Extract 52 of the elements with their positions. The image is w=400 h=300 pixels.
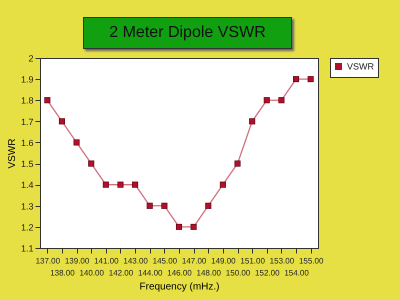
x-tick-label: 149.00	[211, 256, 236, 266]
y-tick-label: 1.7	[20, 116, 34, 127]
point	[176, 224, 182, 230]
y-tick-label: 1.5	[20, 159, 34, 170]
x-tick-label: 155.00	[298, 256, 324, 266]
point	[88, 160, 94, 167]
x-tick-label: 148.00	[196, 268, 222, 278]
point	[161, 202, 168, 209]
x-tick-label: 144.00	[138, 268, 164, 278]
x-tick-label: 151.00	[240, 256, 266, 266]
x-tick-label: 137.00	[36, 256, 61, 266]
point	[190, 224, 197, 230]
point	[220, 182, 226, 188]
chart-title: 2 Meter Dipole VSWR	[83, 17, 292, 49]
point	[117, 182, 124, 188]
point	[44, 97, 50, 104]
x-tick-label: 147.00	[182, 256, 207, 266]
point	[293, 76, 300, 82]
point	[264, 97, 270, 104]
x-tick-label: 153.00	[270, 256, 295, 266]
point	[278, 97, 284, 104]
y-tick-label: 1.1	[20, 244, 34, 254]
y-tick-label: 1.9	[20, 74, 34, 85]
legend-label: VSWR	[347, 62, 374, 72]
y-axis-title: VSWR	[6, 138, 18, 168]
x-tick-label: 145.00	[152, 256, 178, 266]
point	[146, 202, 153, 209]
x-tick-label: 140.00	[79, 268, 104, 278]
point	[102, 182, 109, 188]
point	[308, 76, 314, 82]
x-tick-label: 150.00	[226, 268, 251, 278]
point	[205, 202, 212, 209]
x-axis-title: Frequency (mHz.)	[139, 282, 220, 292]
point	[234, 160, 241, 167]
point	[249, 118, 256, 124]
y-tick-label: 1.4	[20, 180, 34, 190]
y-tick-label: 1.2	[20, 222, 34, 232]
x-tick-label: 142.00	[108, 268, 134, 278]
point	[132, 182, 138, 188]
y-tick-label: 1.8	[20, 96, 34, 106]
x-tick-label: 141.00	[94, 256, 120, 266]
x-tick-label: 152.00	[255, 268, 280, 278]
x-tick-label: 154.00	[284, 268, 310, 278]
x-tick-label: 138.00	[50, 268, 76, 278]
point	[58, 118, 65, 124]
y-tick-label: 2	[28, 54, 34, 64]
x-tick-label: 146.00	[167, 268, 192, 278]
x-tick-label: 139.00	[64, 256, 90, 266]
x-tick-label: 143.00	[123, 256, 148, 266]
y-tick-label: 1.6	[20, 138, 34, 148]
point	[74, 139, 80, 146]
y-tick-label: 1.3	[20, 201, 34, 212]
